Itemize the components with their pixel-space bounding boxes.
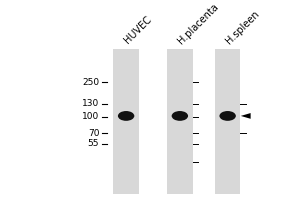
Ellipse shape — [118, 111, 134, 121]
Bar — [215, 49, 240, 194]
Ellipse shape — [219, 111, 236, 121]
Text: H.spleen: H.spleen — [224, 8, 261, 46]
Text: 100: 100 — [82, 112, 99, 121]
Polygon shape — [241, 113, 250, 119]
Text: HUVEC: HUVEC — [122, 15, 153, 46]
Text: 55: 55 — [88, 139, 99, 148]
Bar — [113, 49, 139, 194]
Bar — [167, 49, 193, 194]
Text: 250: 250 — [82, 78, 99, 87]
Ellipse shape — [172, 111, 188, 121]
Text: H.placenta: H.placenta — [176, 1, 220, 46]
Text: 130: 130 — [82, 99, 99, 108]
Text: 70: 70 — [88, 129, 99, 138]
